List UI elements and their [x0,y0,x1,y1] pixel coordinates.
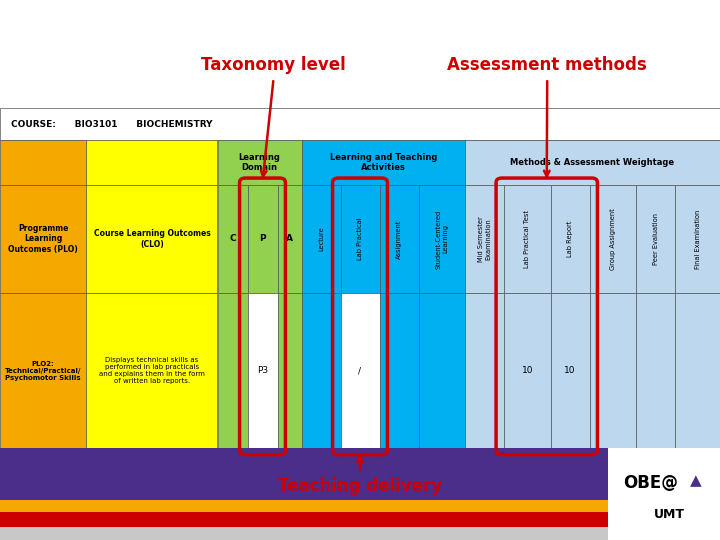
Bar [302,185,341,293]
Bar [504,185,551,293]
Text: Programme
Learning
Outcomes (PLO): Programme Learning Outcomes (PLO) [8,224,78,254]
Text: Final Examination: Final Examination [695,210,701,268]
Bar [248,185,277,293]
Bar [675,293,720,448]
Text: Course Learning Outcomes
(CLO): Course Learning Outcomes (CLO) [94,230,210,249]
Bar [379,185,418,293]
Bar [379,293,418,448]
Text: Taxonomy level: Taxonomy level [201,56,346,74]
Bar [465,293,504,448]
Bar [0,500,608,511]
Text: PLO2:
Technical/Practical/
Psychomotor Skills: PLO2: Technical/Practical/ Psychomotor S… [5,361,81,381]
Bar [248,293,277,448]
Text: /: / [359,366,361,375]
Bar [0,140,86,185]
Text: Learning
Domain: Learning Domain [238,153,280,172]
Bar [0,185,86,293]
Bar [86,140,217,185]
Text: COURSE:      BIO3101      BIOCHEMISTRY: COURSE: BIO3101 BIOCHEMISTRY [11,120,212,129]
Text: Group Assignment: Group Assignment [610,208,616,270]
Text: UMT: UMT [654,508,685,521]
Text: Assessment methods: Assessment methods [447,56,647,74]
Bar [0,511,608,527]
Bar [0,293,86,448]
Bar [86,293,217,448]
Text: 10: 10 [521,366,533,375]
Bar [0,448,608,500]
Text: Mid Semester
Examination: Mid Semester Examination [478,216,491,262]
Bar [277,185,302,293]
Bar [341,293,379,448]
Bar [217,293,248,448]
Text: Student-Centered
Learning: Student-Centered Learning [436,210,449,268]
Bar [341,185,379,293]
Bar [418,185,465,293]
Bar [636,293,675,448]
Text: Learning and Teaching
Activities: Learning and Teaching Activities [330,153,437,172]
Text: Peer Evaluation: Peer Evaluation [652,213,659,265]
Bar [277,293,302,448]
Bar [217,185,248,293]
Text: Lab Report: Lab Report [567,221,573,257]
Text: P: P [259,234,266,244]
Bar [418,293,465,448]
Text: A: A [286,234,293,244]
Bar [465,185,504,293]
Bar [590,293,636,448]
Text: C: C [229,234,236,244]
Text: Assignment: Assignment [396,219,402,259]
Text: P3: P3 [257,366,268,375]
Text: Lab Practical: Lab Practical [357,218,363,260]
Bar [551,185,590,293]
Bar [504,293,551,448]
Text: ▲: ▲ [690,473,701,488]
Bar [0,527,608,540]
Bar [86,185,217,293]
Text: Displays technical skills as
performed in lab practicals
and explains them in th: Displays technical skills as performed i… [99,357,204,384]
Bar [302,293,341,448]
Bar [551,293,590,448]
Bar [217,140,302,185]
Bar [465,140,720,185]
Bar [590,185,636,293]
Text: 10: 10 [564,366,576,375]
Bar [608,448,720,540]
Bar [675,185,720,293]
Bar [302,140,465,185]
Text: Lecture: Lecture [318,227,324,251]
Text: OBE@: OBE@ [624,474,678,492]
Text: Methods & Assessment Weightage: Methods & Assessment Weightage [510,158,675,167]
Text: Lab Practical Test: Lab Practical Test [524,210,530,268]
Bar [0,108,720,140]
Bar [636,185,675,293]
Text: Teaching delivery: Teaching delivery [278,477,442,495]
